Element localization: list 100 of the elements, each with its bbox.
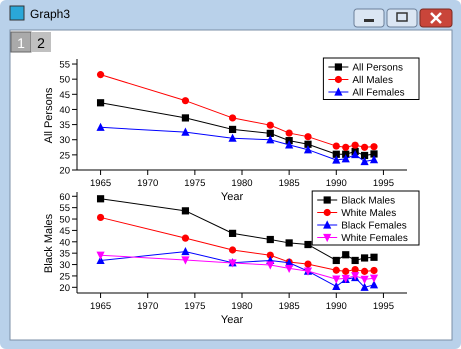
x-tick-label: 1975 xyxy=(184,301,206,312)
point xyxy=(332,155,340,164)
y-tick-label: 20 xyxy=(59,166,70,176)
x-tick-label: 1990 xyxy=(326,301,347,312)
y-tick-label: 40 xyxy=(59,237,70,248)
point xyxy=(342,251,350,258)
point xyxy=(332,282,340,290)
y-tick-label: 30 xyxy=(59,260,70,272)
point xyxy=(181,128,190,136)
point xyxy=(304,145,312,154)
point xyxy=(352,142,359,149)
y-tick-label: 30 xyxy=(59,135,70,146)
y-axis-title: All Persons xyxy=(43,87,55,144)
x-tick-label: 1980 xyxy=(231,301,253,312)
legend-label: All Females xyxy=(352,88,405,98)
point xyxy=(360,254,368,262)
point xyxy=(332,276,340,284)
x-axis-title: Year xyxy=(220,314,244,326)
point xyxy=(286,129,293,137)
point xyxy=(228,114,236,122)
point xyxy=(332,266,340,274)
legend-label: All Persons xyxy=(352,62,403,74)
point xyxy=(351,150,360,158)
point xyxy=(360,144,368,151)
point xyxy=(285,140,294,148)
point xyxy=(360,282,369,291)
point xyxy=(304,133,312,140)
x-tick-label: 1965 xyxy=(90,301,112,312)
point xyxy=(266,236,274,244)
point xyxy=(96,214,104,222)
x-axis-title: Year xyxy=(220,191,244,203)
x-tick-label: 1990 xyxy=(326,178,347,189)
y-tick-label: 25 xyxy=(59,271,70,282)
point xyxy=(181,246,190,256)
point xyxy=(342,268,350,275)
point xyxy=(304,260,312,268)
x-tick-label: 1970 xyxy=(137,178,158,189)
point xyxy=(228,230,236,237)
legend-label: White Females xyxy=(341,233,408,244)
point xyxy=(360,156,369,166)
x-tick-label: 1985 xyxy=(278,178,300,189)
point xyxy=(370,266,378,274)
x-tick-label: 1995 xyxy=(372,301,394,312)
point xyxy=(342,154,350,162)
point xyxy=(181,256,190,265)
point xyxy=(332,256,340,264)
legend-label: All Males xyxy=(352,75,393,86)
x-tick-label: 1970 xyxy=(137,301,158,312)
point xyxy=(182,207,190,214)
point xyxy=(370,143,378,150)
point xyxy=(182,114,190,122)
y-tick-label: 45 xyxy=(59,226,70,237)
point xyxy=(285,264,294,274)
point xyxy=(96,195,104,202)
y-tick-label: 45 xyxy=(59,90,70,101)
y-axis-title: Black Males xyxy=(43,213,55,274)
x-tick-label: 1980 xyxy=(231,178,253,189)
point xyxy=(332,150,340,158)
x-tick-label: 1985 xyxy=(278,301,300,312)
x-tick-label: 1965 xyxy=(90,178,112,189)
point xyxy=(228,134,237,142)
point xyxy=(182,234,190,242)
point xyxy=(228,126,236,134)
legend-label: White Males xyxy=(341,208,396,219)
x-tick-label: 1975 xyxy=(184,178,206,189)
point xyxy=(342,144,350,151)
y-tick-label: 35 xyxy=(59,120,70,132)
point xyxy=(332,142,340,150)
y-tick-label: 60 xyxy=(59,192,70,203)
caption: Graph3 xyxy=(30,7,70,21)
point xyxy=(352,256,359,264)
y-tick-label: 55 xyxy=(59,60,70,71)
point xyxy=(182,97,190,104)
legend-label: Black Females xyxy=(341,220,407,232)
y-tick-label: 50 xyxy=(59,214,70,226)
point xyxy=(304,240,312,248)
legend-label: Black Males xyxy=(341,196,396,206)
point xyxy=(266,135,274,144)
x-tick-label: 1995 xyxy=(372,178,394,189)
y-tick-label: 20 xyxy=(59,282,70,294)
point xyxy=(370,155,378,164)
point xyxy=(370,280,378,288)
point xyxy=(370,274,378,283)
point xyxy=(96,99,104,106)
y-tick-label: 25 xyxy=(59,150,70,162)
point xyxy=(266,122,274,129)
point xyxy=(96,71,104,78)
point xyxy=(266,130,274,137)
point xyxy=(266,261,274,270)
y-tick-label: 55 xyxy=(59,203,70,214)
point xyxy=(96,122,105,131)
y-tick-label: 35 xyxy=(59,248,70,260)
point xyxy=(228,246,236,254)
point xyxy=(360,276,369,284)
text: 1 xyxy=(17,35,26,51)
point xyxy=(96,252,105,260)
point xyxy=(286,239,293,247)
point xyxy=(370,254,378,261)
point xyxy=(360,152,368,160)
y-tick-label: 40 xyxy=(59,104,70,116)
